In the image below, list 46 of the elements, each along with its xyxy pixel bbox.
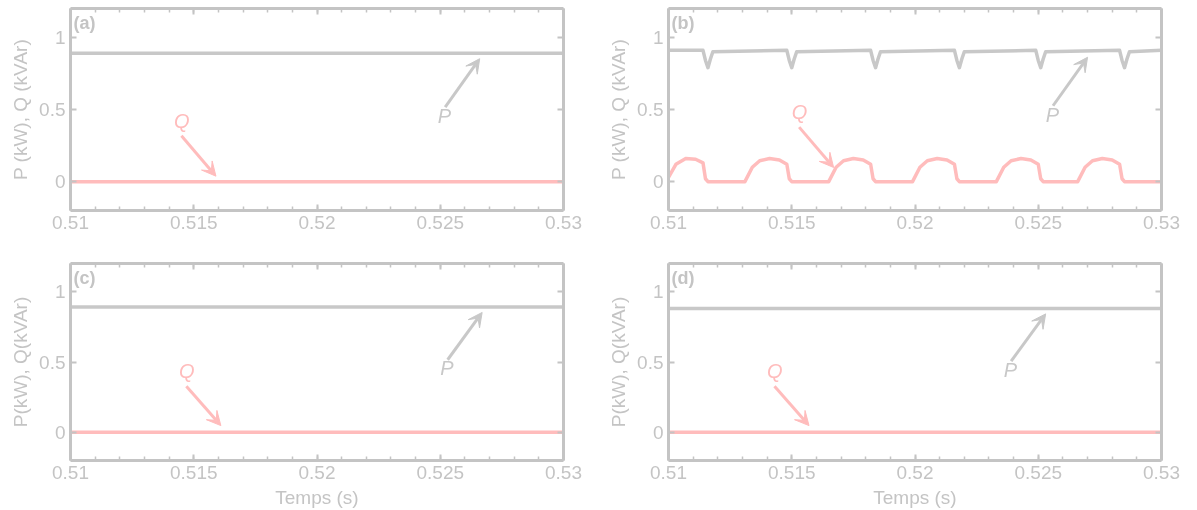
x-tick-label: 0.525 — [1014, 461, 1063, 483]
x-tick-label: 0.525 — [1014, 211, 1063, 233]
chart-title: (c) — [73, 267, 96, 288]
x-tick-label: 0.515 — [767, 211, 816, 233]
x-tick-label: 0.525 — [416, 211, 465, 233]
x-tick-label: 0.51 — [52, 461, 89, 483]
x-tick-label: 0.52 — [896, 461, 934, 483]
x-tick-label: 0.525 — [416, 461, 465, 483]
y-tick-label: 1 — [652, 26, 664, 48]
y-axis-title: P(kW), Q(kVAr) — [10, 296, 32, 428]
y-tick-label: 0.5 — [39, 351, 66, 373]
x-tick-label: 0.51 — [52, 211, 89, 233]
annotation: Q — [791, 101, 808, 124]
y-tick-label: 0 — [652, 421, 664, 443]
chart-title: (a) — [73, 12, 96, 33]
y-axis-title: P (kW), Q (kVAr) — [10, 39, 32, 181]
y-tick-label: 1 — [652, 281, 664, 303]
y-tick-label: 0.5 — [637, 351, 664, 373]
x-tick-label: 0.515 — [767, 461, 816, 483]
x-tick-label: 0.51 — [650, 211, 687, 233]
y-tick-label: 0.5 — [39, 99, 66, 120]
annotation: Q — [178, 360, 195, 383]
x-tick-label: 0.515 — [169, 211, 218, 233]
annotation: Q — [174, 109, 190, 132]
x-tick-label: 0.53 — [545, 211, 582, 233]
y-tick-label: 1 — [54, 26, 66, 48]
y-tick-label: 0 — [652, 171, 664, 193]
chart-title: (b) — [671, 12, 695, 33]
y-axis-title: P(kW), Q(kVAr) — [608, 296, 630, 428]
x-tick-label: 0.515 — [169, 461, 218, 483]
x-tick-label: 0.51 — [650, 461, 687, 483]
y-tick-label: 0 — [54, 421, 66, 443]
y-tick-label: 0.5 — [637, 99, 664, 120]
x-axis-title: Temps (s) — [275, 486, 359, 508]
annotation: Q — [767, 360, 783, 383]
chart-title: (d) — [671, 267, 695, 288]
y-tick-label: 0 — [54, 171, 66, 193]
x-tick-label: 0.52 — [298, 461, 336, 483]
y-axis-title: P (kW), Q (kVAr) — [608, 39, 630, 181]
x-tick-label: 0.53 — [1143, 211, 1180, 233]
x-axis-title: Temps (s) — [873, 486, 957, 508]
y-tick-label: 1 — [54, 281, 66, 303]
x-tick-label: 0.52 — [298, 211, 336, 233]
x-tick-label: 0.53 — [545, 461, 582, 483]
x-tick-label: 0.52 — [896, 211, 934, 233]
x-tick-label: 0.53 — [1143, 461, 1180, 483]
